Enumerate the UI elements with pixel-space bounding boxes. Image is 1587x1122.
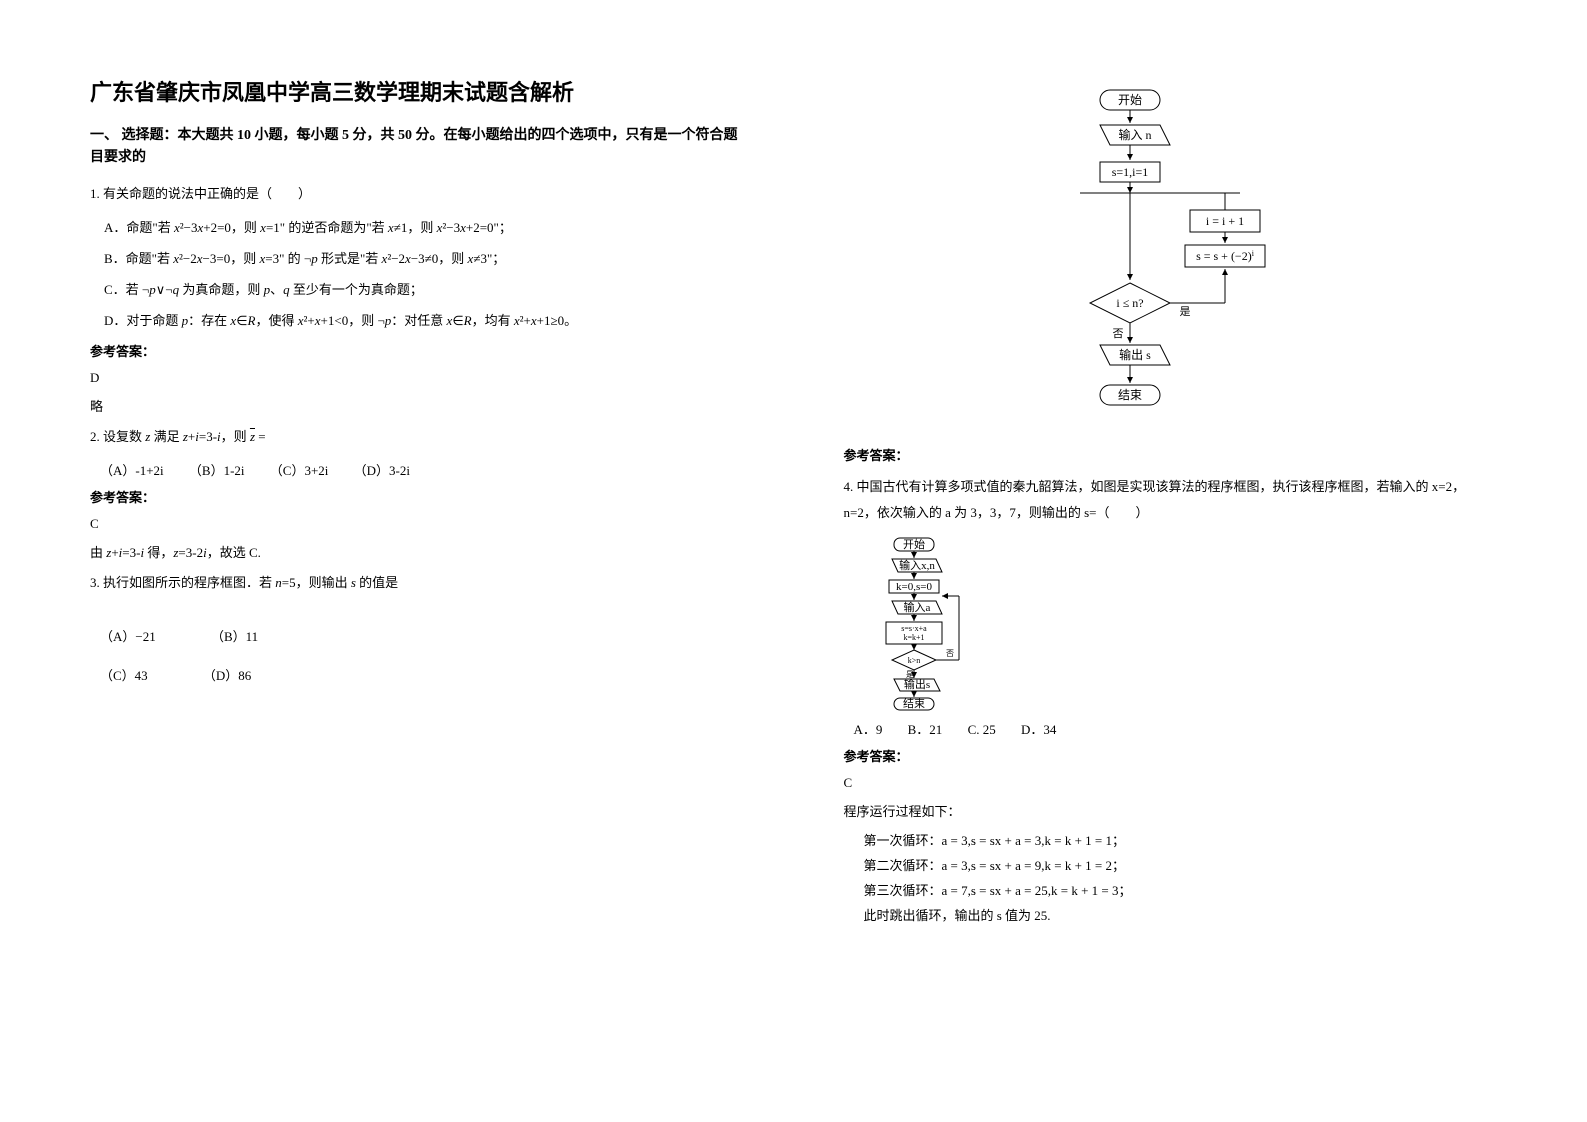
q4-opt-a: A．9 — [854, 722, 883, 737]
q1-answer: D — [90, 370, 744, 386]
flowchart-q3: 开始 输入 n s=1,i=1 i = i + 1 s = s + (−2)i … — [1040, 85, 1300, 425]
flow1-output: 输出 s — [1119, 347, 1151, 362]
flow1-yes: 是 — [1180, 305, 1191, 318]
q4-expl4: 此时跳出循环，输出的 s 值为 25. — [864, 905, 1498, 924]
q4-expl3: 第三次循环：a = 7,s = sx + a = 25,k = k + 1 = … — [864, 880, 1498, 899]
question-1: 1. 有关命题的说法中正确的是（ ） — [90, 182, 744, 207]
flow1-cond: i ≤ n? — [1117, 296, 1144, 310]
flow2-calc2: k=k+1 — [903, 633, 924, 642]
q2-opt-b: （B）1-2i — [189, 463, 245, 478]
flow2-output: 输出s — [903, 677, 929, 691]
q4-expl1: 第一次循环：a = 3,s = sx + a = 3,k = k + 1 = 1… — [864, 830, 1498, 849]
q3-answer-label: 参考答案： — [844, 445, 1498, 464]
q1-answer-label: 参考答案： — [90, 341, 744, 360]
flow1-init: s=1,i=1 — [1112, 165, 1149, 179]
question-4: 4. 中国古代有计算多项式值的秦九韶算法，如图是实现该算法的程序框图，执行该程序… — [844, 474, 1498, 526]
q4-opt-d: D．34 — [1021, 722, 1056, 737]
q4-answer-label: 参考答案： — [844, 746, 1498, 765]
q2-explanation: 由 z+i=3-i 得，z=3-2i，故选 C. — [90, 542, 744, 561]
q1-note: 略 — [90, 396, 744, 415]
flow1-input: 输入 n — [1119, 127, 1152, 142]
flow2-yes: 是 — [906, 670, 914, 679]
q4-opt-c: C. 25 — [968, 722, 996, 737]
flow1-no: 否 — [1113, 328, 1124, 340]
q2-opt-c: （C）3+2i — [270, 463, 329, 478]
q2-answer-label: 参考答案： — [90, 487, 744, 506]
flow2-calc1: s=s·x+a — [901, 624, 927, 633]
q1-opt-d: D．对于命题 p：存在 x∈R，使得 x²+x+1<0，则 ¬p：对任意 x∈R… — [104, 309, 744, 334]
flow1-end: 结束 — [1118, 388, 1142, 402]
q1-opt-b: B．命题"若 x²−2x−3=0，则 x=3" 的 ¬p 形式是"若 x²−2x… — [104, 247, 744, 272]
section-header: 一、 选择题：本大题共 10 小题，每小题 5 分，共 50 分。在每小题给出的… — [90, 125, 744, 170]
flow1-step2: s = s + (−2)i — [1196, 249, 1255, 264]
q4-answer: C — [844, 775, 1498, 791]
flow1-start: 开始 — [1118, 93, 1142, 107]
flow2-end: 结束 — [903, 697, 925, 710]
flow2-input1: 输入x,n — [899, 558, 935, 572]
flow1-step1: i = i + 1 — [1206, 214, 1244, 228]
q2-answer: C — [90, 516, 744, 532]
q2-opt-a: （A）-1+2i — [100, 463, 164, 478]
right-column: 开始 输入 n s=1,i=1 i = i + 1 s = s + (−2)i … — [794, 0, 1587, 1122]
flow2-start: 开始 — [903, 537, 925, 551]
q1-stem: 1. 有关命题的说法中正确的是（ ） — [90, 182, 744, 207]
q3-opt-d: （D）86 — [203, 668, 251, 683]
q3-options-2: （C）43 （D）86 — [100, 665, 744, 684]
flow2-input2: 输入a — [903, 600, 930, 614]
flowchart-q4: 开始 输入x,n k=0,s=0 输入a s=s·x+a k=k+1 k>n 否… — [864, 536, 974, 711]
q2-options: （A）-1+2i （B）1-2i （C）3+2i （D）3-2i — [100, 460, 744, 479]
q4-opt-b: B．21 — [908, 722, 943, 737]
q1-opt-c: C．若 ¬p∨¬q 为真命题，则 p、q 至少有一个为真命题； — [104, 278, 744, 303]
left-column: 广东省肇庆市凤凰中学高三数学理期末试题含解析 一、 选择题：本大题共 10 小题… — [0, 0, 794, 1122]
q4-expl0: 程序运行过程如下： — [844, 801, 1498, 820]
page-title: 广东省肇庆市凤凰中学高三数学理期末试题含解析 — [90, 75, 744, 107]
q2-opt-d: （D）3-2i — [354, 463, 410, 478]
q3-opt-c: （C）43 — [100, 668, 148, 683]
q4-options: A．9 B．21 C. 25 D．34 — [854, 719, 1498, 738]
q1-opt-a: A．命题"若 x²−3x+2=0，则 x=1" 的逆否命题为"若 x≠1，则 x… — [104, 216, 744, 241]
q3-options-1: （A）−21 （B）11 — [100, 626, 744, 645]
question-2: 2. 设复数 z 满足 z+i=3-i，则 z = — [90, 425, 744, 450]
flow2-init: k=0,s=0 — [896, 581, 932, 593]
question-3: 3. 执行如图所示的程序框图．若 n=5，则输出 s 的值是 — [90, 571, 744, 596]
flow2-cond: k>n — [907, 656, 920, 665]
q4-expl2: 第二次循环：a = 3,s = sx + a = 9,k = k + 1 = 2… — [864, 855, 1498, 874]
q3-opt-b: （B）11 — [211, 629, 258, 644]
flow2-no: 否 — [946, 649, 954, 658]
q3-opt-a: （A）−21 — [100, 629, 156, 644]
